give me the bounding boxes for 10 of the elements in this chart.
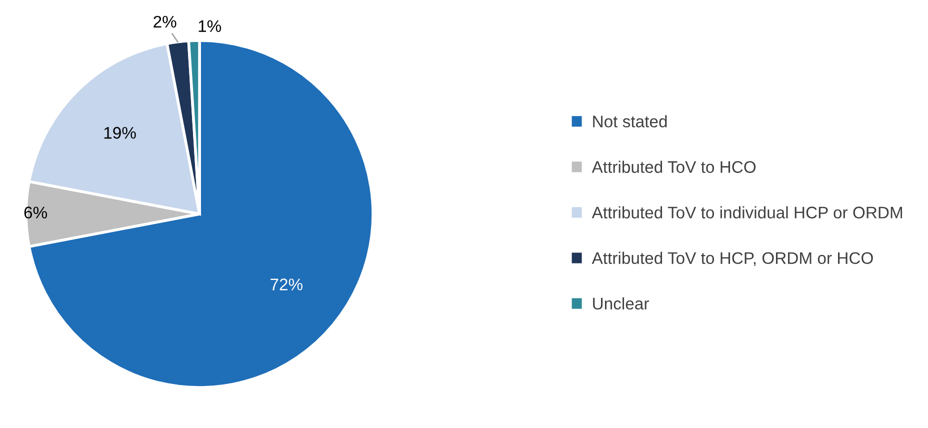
data-label: 6% <box>24 206 48 218</box>
legend-label: Unclear <box>593 297 649 310</box>
legend-label: Attributed ToV to HCP, ORDM or HCO <box>592 252 873 266</box>
data-label: 1% <box>198 20 222 32</box>
legend-label: Attributed ToV to individual HCP or ORDM <box>592 206 902 218</box>
data-label: 2% <box>154 16 176 28</box>
legend-label: Attributed ToV to HCO <box>592 160 756 173</box>
data-label: 19% <box>104 126 136 139</box>
data-label: 72% <box>270 278 302 290</box>
legend-label: Not stated <box>593 115 667 128</box>
